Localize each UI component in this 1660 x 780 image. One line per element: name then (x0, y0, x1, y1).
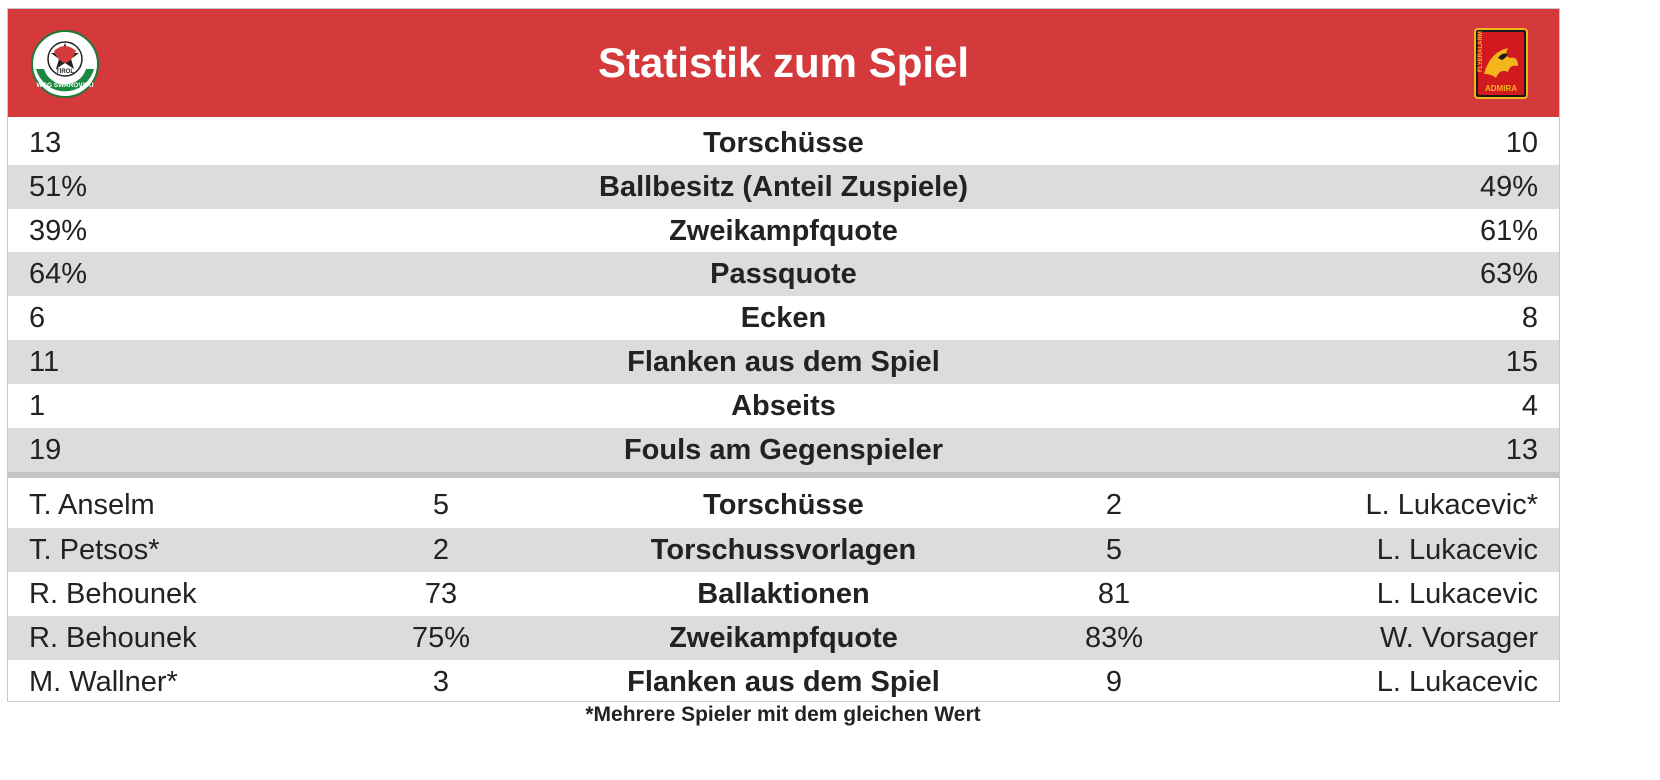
home-value: 13 (29, 127, 62, 159)
home-value: 19 (29, 434, 62, 466)
away-player-value: 83% (1084, 622, 1144, 654)
team-stat-row: 39% Zweikampfquote 61% (8, 209, 1559, 253)
home-value: 51% (29, 171, 88, 203)
stat-label: Zweikampfquote (669, 215, 898, 247)
stat-label: Torschüsse (703, 127, 864, 159)
home-value: 11 (29, 346, 60, 378)
player-stat-row: R. Behounek 75% Zweikampfquote 83% W. Vo… (8, 616, 1559, 660)
stat-label: Abseits (731, 390, 836, 422)
home-value: 1 (29, 390, 46, 422)
away-value: 10 (1505, 127, 1538, 159)
away-player: L. Lukacevic (1376, 534, 1538, 566)
away-player: W. Vorsager (1380, 622, 1538, 654)
home-value: 6 (29, 302, 46, 334)
away-player: L. Lukacevic* (1365, 489, 1539, 521)
home-player-value: 5 (432, 489, 450, 521)
footnote: *Mehrere Spieler mit dem gleichen Wert (585, 703, 981, 726)
svg-text:WSG SWAROVSKI: WSG SWAROVSKI (36, 82, 93, 89)
away-player-value: 9 (1105, 666, 1123, 698)
player-stat-row: T. Anselm 5 Torschüsse 2 L. Lukacevic* (8, 483, 1559, 527)
svg-text:FLYERALARM: FLYERALARM (1478, 31, 1484, 72)
home-player-value: 2 (432, 534, 450, 566)
stat-label: Zweikampfquote (669, 622, 898, 654)
away-value: 4 (1521, 390, 1538, 422)
svg-text:ADMIRA: ADMIRA (1485, 84, 1517, 93)
team-stat-row: 51% Ballbesitz (Anteil Zuspiele) 49% (8, 165, 1559, 209)
player-stat-row: R. Behounek 73 Ballaktionen 81 L. Lukace… (8, 572, 1559, 616)
stat-label: Flanken aus dem Spiel (627, 346, 940, 378)
away-player-value: 2 (1105, 489, 1123, 521)
team-stat-row: 6 Ecken 8 (8, 296, 1559, 340)
home-team-logo: TIROL WSG SWAROVSKI (31, 30, 99, 98)
away-value: 61% (1479, 215, 1538, 247)
team-stat-row: 64% Passquote 63% (8, 252, 1559, 296)
home-player-value: 73 (424, 578, 458, 610)
away-player-value: 5 (1105, 534, 1123, 566)
away-value: 8 (1521, 302, 1538, 334)
team-stat-row: 1 Abseits 4 (8, 384, 1559, 428)
home-player-value: 75% (411, 622, 471, 654)
team-stat-row: 13 Torschüsse 10 (8, 121, 1559, 165)
stat-label: Torschüsse (703, 489, 864, 521)
away-value: 13 (1505, 434, 1538, 466)
stat-label: Ballaktionen (697, 578, 870, 610)
stat-label: Ballbesitz (Anteil Zuspiele) (599, 171, 968, 203)
section-divider (8, 472, 1559, 478)
home-player: M. Wallner* (29, 666, 178, 698)
away-player: L. Lukacevic (1376, 578, 1538, 610)
home-player: R. Behounek (29, 622, 197, 654)
away-team-logo: FLYERALARM ADMIRA (1474, 28, 1528, 99)
team-stat-row: 19 Fouls am Gegenspieler 13 (8, 428, 1559, 472)
team-stat-row: 11 Flanken aus dem Spiel 15 (8, 340, 1559, 384)
stat-label: Flanken aus dem Spiel (627, 666, 940, 698)
home-player-value: 3 (432, 666, 450, 698)
page-title: Statistik zum Spiel (597, 39, 970, 86)
home-value: 39% (29, 215, 88, 247)
stat-label: Passquote (710, 258, 857, 290)
home-player: T. Anselm (29, 489, 155, 521)
player-stat-row: T. Petsos* 2 Torschussvorlagen 5 L. Luka… (8, 528, 1559, 572)
home-player: R. Behounek (29, 578, 197, 610)
svg-text:TIROL: TIROL (56, 69, 74, 75)
player-stat-row: M. Wallner* 3 Flanken aus dem Spiel 9 L.… (8, 660, 1559, 701)
away-value: 63% (1479, 258, 1538, 290)
away-value: 49% (1479, 171, 1538, 203)
away-player-value: 81 (1097, 578, 1131, 610)
away-value: 15 (1505, 346, 1538, 378)
home-value: 64% (29, 258, 88, 290)
stats-table: Statistik zum Spiel TIROL WSG SWAROVSKI … (7, 8, 1560, 702)
header-bar: Statistik zum Spiel TIROL WSG SWAROVSKI … (8, 9, 1559, 117)
home-player: T. Petsos* (29, 534, 160, 566)
stat-label: Ecken (740, 302, 827, 334)
away-player: L. Lukacevic (1376, 666, 1538, 698)
stat-label: Torschussvorlagen (650, 534, 917, 566)
stat-label: Fouls am Gegenspieler (623, 434, 944, 466)
